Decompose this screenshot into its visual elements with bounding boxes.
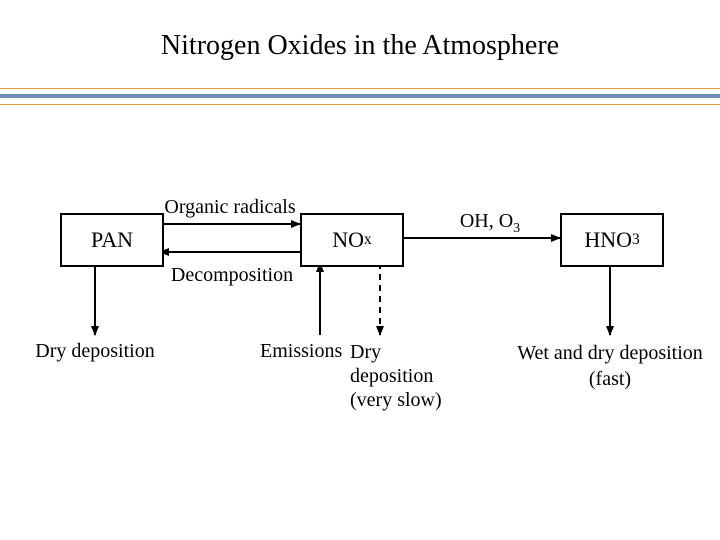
label-dry-deposition: Dry deposition — [20, 340, 170, 363]
box-pan: PAN — [60, 213, 164, 267]
label-dry-deposition-slow: Drydeposition(very slow) — [350, 340, 470, 412]
label-wet-dry-fast: Wet and dry deposition(fast) — [500, 340, 720, 392]
box-hno3: HNO3 — [560, 213, 664, 267]
label-organic-radicals: Organic radicals — [160, 196, 300, 219]
rule-thick — [0, 94, 720, 98]
rule-top-thin — [0, 88, 720, 89]
label-emissions: Emissions — [260, 340, 360, 363]
arrows-layer — [0, 0, 720, 540]
box-nox: NOx — [300, 213, 404, 267]
label-oh-o3: OH, O3 — [440, 210, 540, 237]
rule-bottom-thin — [0, 104, 720, 105]
page-title: Nitrogen Oxides in the Atmosphere — [0, 30, 720, 62]
label-decomposition: Decomposition — [162, 264, 302, 287]
